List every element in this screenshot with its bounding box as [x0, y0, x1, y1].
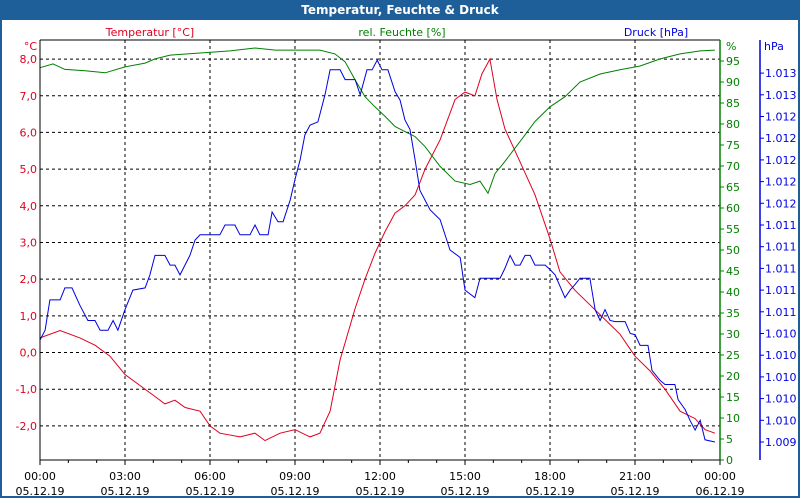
pressure-tick-label: 1.010 [765, 371, 797, 384]
series-line-pressure [39, 58, 716, 443]
pressure-tick-label: 1.012 [765, 154, 797, 167]
x-tick-time: 21:00 [619, 470, 651, 483]
temperature-tick-label: -2,0 [16, 420, 37, 433]
humidity-tick-label: 50 [726, 244, 740, 257]
pressure-tick-label: 1.012 [765, 132, 797, 145]
pressure-tick-label: 1.011 [765, 219, 797, 232]
humidity-tick-label: 95 [726, 55, 740, 68]
humidity-axis-title: rel. Feuchte [%] [358, 26, 445, 39]
humidity-tick-label: 30 [726, 328, 740, 341]
temperature-tick-label: 0,0 [20, 347, 38, 360]
humidity-tick-label: 55 [726, 223, 740, 236]
x-tick-date: 05.12.19 [16, 485, 65, 498]
humidity-tick-label: 25 [726, 349, 740, 362]
pressure-tick-label: 1.012 [765, 197, 797, 210]
pressure-tick-label: 1.011 [765, 241, 797, 254]
temperature-tick-label: 5,0 [20, 163, 38, 176]
x-tick-time: 00:00 [24, 470, 56, 483]
temperature-tick-label: -1,0 [16, 383, 37, 396]
x-tick-date: 05.12.19 [186, 485, 235, 498]
humidity-tick-label: 5 [726, 433, 733, 446]
x-tick-date: 05.12.19 [441, 485, 490, 498]
temperature-tick-label: 7,0 [20, 90, 38, 103]
humidity-tick-label: 35 [726, 307, 740, 320]
x-tick-date: 05.12.19 [526, 485, 575, 498]
x-tick-date: 05.12.19 [611, 485, 660, 498]
humidity-tick-label: 0 [726, 454, 733, 467]
x-tick-time: 18:00 [534, 470, 566, 483]
humidity-tick-label: 85 [726, 97, 740, 110]
x-tick-time: 09:00 [279, 470, 311, 483]
humidity-tick-label: 60 [726, 202, 740, 215]
pressure-tick-label: 1.012 [765, 111, 797, 124]
x-tick-time: 12:00 [364, 470, 396, 483]
x-tick-date: 05.12.19 [271, 485, 320, 498]
x-tick-time: 15:00 [449, 470, 481, 483]
x-tick-time: 00:00 [704, 470, 736, 483]
temperature-axis-title: Temperatur [°C] [105, 26, 194, 39]
humidity-tick-label: 80 [726, 118, 740, 131]
temperature-tick-label: 1,0 [20, 310, 38, 323]
window-title: Temperatur, Feuchte & Druck [0, 0, 800, 20]
pressure-tick-label: 1.012 [765, 176, 797, 189]
humidity-unit: % [726, 40, 736, 53]
temperature-tick-label: 4,0 [20, 200, 38, 213]
pressure-tick-label: 1.009 [765, 436, 797, 449]
pressure-tick-label: 1.011 [765, 284, 797, 297]
humidity-tick-label: 40 [726, 286, 740, 299]
pressure-tick-label: 1.011 [765, 262, 797, 275]
x-tick-date: 05.12.19 [101, 485, 150, 498]
x-tick-date: 05.12.19 [356, 485, 405, 498]
series-line-temperature [39, 57, 716, 442]
series-line-humidity [39, 47, 715, 195]
pressure-tick-label: 1.010 [765, 328, 797, 341]
temperature-tick-label: 2,0 [20, 273, 38, 286]
pressure-tick-label: 1.013 [765, 89, 797, 102]
pressure-tick-label: 1.010 [765, 414, 797, 427]
x-tick-date: 06.12.19 [696, 485, 745, 498]
humidity-tick-label: 75 [726, 139, 740, 152]
x-tick-time: 06:00 [194, 470, 226, 483]
temperature-tick-label: 8,0 [20, 53, 38, 66]
pressure-tick-label: 1.010 [765, 393, 797, 406]
pressure-tick-label: 1.011 [765, 306, 797, 319]
humidity-tick-label: 15 [726, 391, 740, 404]
humidity-tick-label: 45 [726, 265, 740, 278]
pressure-unit: hPa [764, 40, 784, 53]
humidity-tick-label: 20 [726, 370, 740, 383]
pressure-tick-label: 1.013 [765, 67, 797, 80]
humidity-tick-label: 10 [726, 412, 740, 425]
humidity-tick-label: 65 [726, 181, 740, 194]
humidity-tick-label: 70 [726, 160, 740, 173]
temperature-tick-label: 3,0 [20, 236, 38, 249]
temperature-tick-label: 6,0 [20, 126, 38, 139]
pressure-tick-label: 1.010 [765, 349, 797, 362]
pressure-axis-title: Druck [hPa] [624, 26, 688, 39]
x-tick-time: 03:00 [109, 470, 141, 483]
humidity-tick-label: 90 [726, 76, 740, 89]
temperature-unit: °C [24, 40, 38, 53]
